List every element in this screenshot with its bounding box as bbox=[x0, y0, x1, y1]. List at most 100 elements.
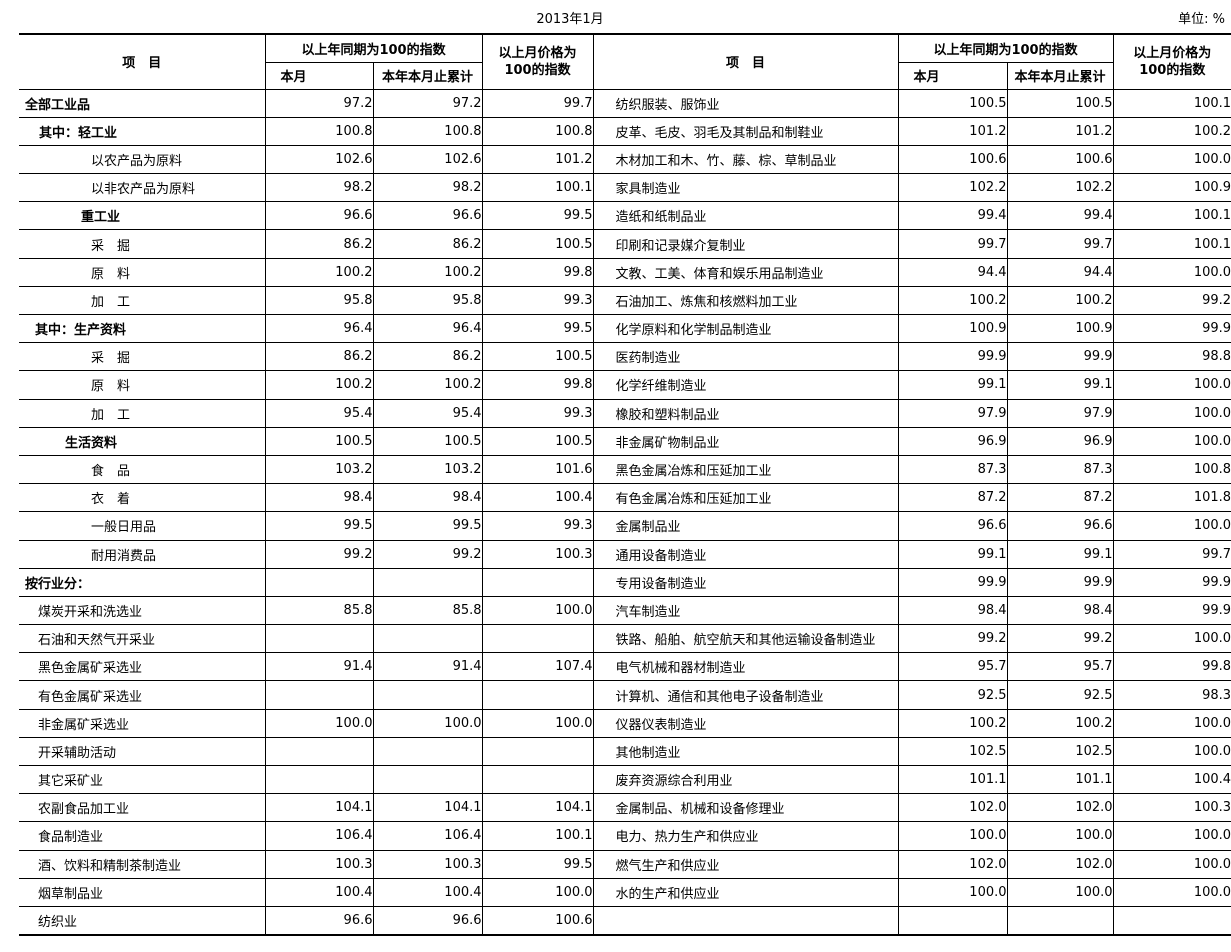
table-row: 其中：轻工业 100.8 100.8 100.8 皮革、毛皮、羽毛及其制品和制鞋业 101… bbox=[19, 117, 1231, 146]
header-mom-right-line2: 100的指数 bbox=[1139, 62, 1206, 78]
left-cumulative-cell: 100.8 bbox=[372, 117, 483, 146]
header-month-left: 本月 bbox=[264, 62, 373, 90]
left-item-cell: 以非农产品为原料 bbox=[19, 173, 265, 203]
left-month-cell: 100.0 bbox=[264, 709, 373, 738]
right-cumulative-cell: 96.9 bbox=[1006, 427, 1114, 456]
right-mom-cell: 100.0 bbox=[1112, 850, 1231, 879]
left-item-cell: 开采辅助活动 bbox=[19, 737, 265, 767]
left-item-cell: 耐用消费品 bbox=[19, 540, 265, 569]
left-month-cell: 100.2 bbox=[264, 370, 373, 400]
right-cumulative-cell: 99.2 bbox=[1006, 624, 1114, 654]
right-item-cell: 汽车制造业 bbox=[592, 596, 899, 626]
right-item-cell: 化学纤维制造业 bbox=[592, 370, 899, 400]
left-mom-cell: 100.1 bbox=[481, 821, 594, 851]
header-mom-left: 以上月价格为 100的指数 bbox=[481, 34, 594, 90]
right-item-cell: 医药制造业 bbox=[592, 342, 899, 372]
right-mom-cell: 100.0 bbox=[1112, 370, 1231, 400]
right-month-cell: 102.0 bbox=[897, 850, 1008, 879]
right-mom-cell: 100.1 bbox=[1112, 89, 1231, 118]
left-month-cell bbox=[264, 680, 373, 710]
left-item-cell: 原 料 bbox=[19, 258, 265, 287]
left-mom-cell: 100.8 bbox=[481, 117, 594, 146]
table-row: 纺织业 96.6 96.6 100.6 bbox=[19, 906, 1231, 936]
table-row: 重工业 96.6 96.6 99.5 造纸和纸制品业 99.4 99.4 100.1 bbox=[19, 201, 1231, 231]
table-row: 农副食品加工业 104.1 104.1 104.1 金属制品、机械和设备修理业 102.0… bbox=[19, 793, 1231, 823]
right-cumulative-cell: 100.5 bbox=[1006, 89, 1114, 118]
left-item-cell: 衣 着 bbox=[19, 483, 265, 513]
left-mom-cell: 99.3 bbox=[481, 511, 594, 541]
table-row: 黑色金属矿采选业 91.4 91.4 107.4 电气机械和器材制造业 95.7 95.7 9… bbox=[19, 652, 1231, 682]
left-month-cell: 96.6 bbox=[264, 906, 373, 936]
right-month-cell: 97.9 bbox=[897, 399, 1008, 428]
left-month-cell bbox=[264, 568, 373, 597]
left-mom-cell: 100.4 bbox=[481, 483, 594, 513]
left-item-cell: 加 工 bbox=[19, 399, 265, 428]
right-mom-cell: 99.9 bbox=[1112, 568, 1231, 597]
table-row: 煤炭开采和洗选业 85.8 85.8 100.0 汽车制造业 98.4 98.4 99.9 bbox=[19, 596, 1231, 626]
header-mom-left-line2: 100的指数 bbox=[504, 62, 571, 78]
right-item-cell: 黑色金属冶炼和压延加工业 bbox=[592, 455, 899, 485]
right-mom-cell: 100.2 bbox=[1112, 117, 1231, 146]
right-item-cell: 印刷和记录媒介复制业 bbox=[592, 229, 899, 259]
right-item-cell: 铁路、船舶、航空航天和其他运输设备制造业 bbox=[592, 624, 899, 654]
right-cumulative-cell: 100.0 bbox=[1006, 821, 1114, 851]
right-cumulative-cell: 99.9 bbox=[1006, 342, 1114, 372]
left-mom-cell: 104.1 bbox=[481, 793, 594, 823]
left-mom-cell: 100.0 bbox=[481, 709, 594, 738]
right-item-cell: 橡胶和塑料制品业 bbox=[592, 399, 899, 428]
right-mom-cell: 100.0 bbox=[1112, 821, 1231, 851]
left-month-cell bbox=[264, 624, 373, 654]
right-mom-cell: 98.8 bbox=[1112, 342, 1231, 372]
right-mom-cell: 99.7 bbox=[1112, 540, 1231, 569]
left-cumulative-cell: 100.2 bbox=[372, 258, 483, 287]
right-month-cell: 92.5 bbox=[897, 680, 1008, 710]
right-item-cell: 石油加工、炼焦和核燃料加工业 bbox=[592, 286, 899, 316]
right-cumulative-cell: 95.7 bbox=[1006, 652, 1114, 682]
left-item-cell: 加 工 bbox=[19, 286, 265, 316]
right-cumulative-cell: 99.1 bbox=[1006, 540, 1114, 569]
header-yoy-group-right: 以上年同期为100的指数 bbox=[897, 34, 1114, 63]
left-item-cell: 其中：轻工业 bbox=[19, 117, 265, 146]
table-row: 以非农产品为原料 98.2 98.2 100.1 家具制造业 102.2 102.2 100.… bbox=[19, 173, 1231, 203]
right-month-cell: 101.2 bbox=[897, 117, 1008, 146]
right-mom-cell: 100.1 bbox=[1112, 201, 1231, 231]
left-month-cell: 97.2 bbox=[264, 89, 373, 118]
right-mom-cell: 100.1 bbox=[1112, 229, 1231, 259]
left-item-cell: 食品制造业 bbox=[19, 821, 265, 851]
header-mom-left-line1: 以上月价格为 bbox=[498, 45, 577, 61]
left-month-cell: 91.4 bbox=[264, 652, 373, 682]
right-cumulative-cell bbox=[1006, 906, 1114, 936]
left-month-cell: 96.6 bbox=[264, 201, 373, 231]
left-cumulative-cell: 96.4 bbox=[372, 314, 483, 344]
right-cumulative-cell: 102.0 bbox=[1006, 793, 1114, 823]
table-caption-bar: 2013年1月 单位: % bbox=[0, 8, 1231, 32]
header-item-left: 项 目 bbox=[19, 34, 265, 90]
left-cumulative-cell: 100.2 bbox=[372, 370, 483, 400]
right-cumulative-cell: 99.4 bbox=[1006, 201, 1114, 231]
price-index-table: 项 目 以上年同期为100的指数 以上月价格为 100的指数 项 目 以上年同期… bbox=[19, 33, 1231, 936]
left-mom-cell: 100.1 bbox=[481, 173, 594, 203]
left-mom-cell bbox=[481, 737, 594, 767]
right-item-cell: 造纸和纸制品业 bbox=[592, 201, 899, 231]
table-row: 其中：生产资料 96.4 96.4 99.5 化学原料和化学制品制造业 100.9 100.… bbox=[19, 314, 1231, 344]
left-item-cell: 农副食品加工业 bbox=[19, 793, 265, 823]
right-month-cell: 96.9 bbox=[897, 427, 1008, 456]
right-item-cell: 仪器仪表制造业 bbox=[592, 709, 899, 738]
right-item-cell: 计算机、通信和其他电子设备制造业 bbox=[592, 680, 899, 710]
left-cumulative-cell: 97.2 bbox=[372, 89, 483, 118]
table-row: 加 工 95.8 95.8 99.3 石油加工、炼焦和核燃料加工业 100.2 100.2 9… bbox=[19, 286, 1231, 316]
header-mom-right-line1: 以上月价格为 bbox=[1133, 45, 1212, 61]
right-cumulative-cell: 100.6 bbox=[1006, 145, 1114, 175]
left-item-cell: 黑色金属矿采选业 bbox=[19, 652, 265, 682]
left-month-cell: 100.4 bbox=[264, 878, 373, 907]
right-item-cell: 化学原料和化学制品制造业 bbox=[592, 314, 899, 344]
right-item-cell: 水的生产和供应业 bbox=[592, 878, 899, 907]
right-cumulative-cell: 87.2 bbox=[1006, 483, 1114, 513]
left-mom-cell: 99.3 bbox=[481, 286, 594, 316]
right-mom-cell: 101.8 bbox=[1112, 483, 1231, 513]
left-month-cell bbox=[264, 765, 373, 795]
left-item-cell: 按行业分： bbox=[19, 568, 265, 597]
left-cumulative-cell bbox=[372, 568, 483, 597]
right-cumulative-cell: 100.9 bbox=[1006, 314, 1114, 344]
table-row: 非金属矿采选业 100.0 100.0 100.0 仪器仪表制造业 100.2 100.2 1… bbox=[19, 709, 1231, 738]
